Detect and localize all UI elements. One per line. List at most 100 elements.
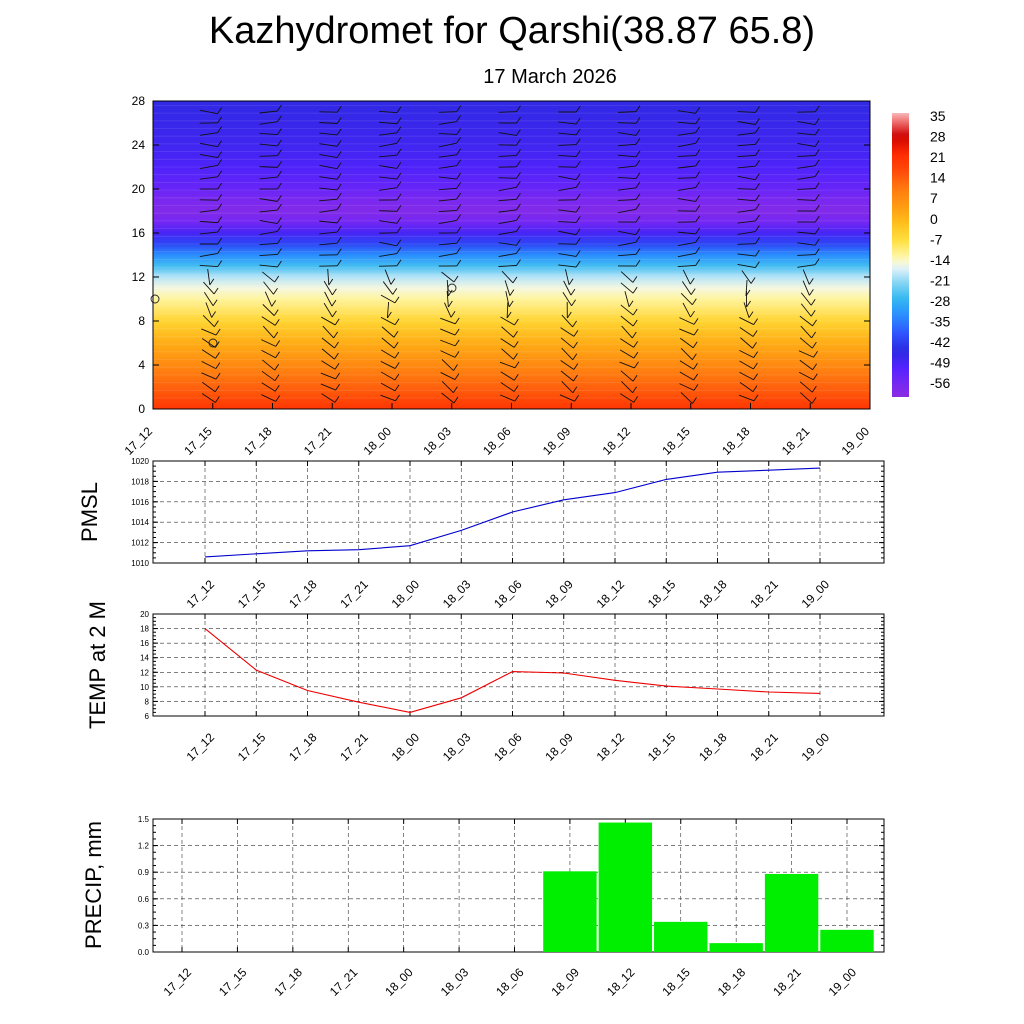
wind-barb	[620, 271, 634, 283]
wind-barb	[619, 349, 635, 359]
wind-barb	[379, 132, 397, 136]
wind-barb-flag	[575, 228, 581, 236]
wind-barb	[199, 142, 218, 148]
wind-barb-flag	[514, 361, 520, 369]
x-tick-label: 17_12	[122, 424, 156, 458]
wind-barb-flag	[454, 339, 460, 347]
wind-barb	[620, 282, 634, 294]
wind-barb-flag	[275, 351, 280, 359]
y-tick-label: 10	[140, 683, 149, 692]
wind-barb	[201, 393, 216, 403]
wind-barb-flag	[336, 183, 342, 191]
wind-barb-flag	[631, 331, 637, 339]
colorbar-label: -7	[930, 231, 943, 247]
wind-barb	[319, 242, 338, 246]
wind-barb-flag	[695, 107, 701, 114]
wind-barb	[379, 241, 397, 247]
wind-barb-flag	[393, 331, 399, 338]
wind-barb-flag	[695, 126, 701, 133]
wind-barb	[498, 242, 517, 246]
y-tick-label: 0.0	[138, 948, 150, 957]
y-tick-label: 18	[140, 625, 149, 634]
wind-barb-flag	[454, 317, 460, 325]
precip-bar	[598, 822, 653, 952]
wind-barb-flag	[573, 330, 579, 337]
wind-barb-flag	[753, 318, 759, 325]
wind-barb-flag	[516, 105, 521, 112]
wind-barb-flag	[753, 394, 759, 402]
wind-barb-flag	[575, 105, 581, 113]
wind-barb-flag	[575, 181, 581, 188]
wind-barb-flag	[394, 373, 400, 381]
wind-barb	[438, 242, 457, 246]
wind-barb	[319, 231, 338, 235]
wind-barb-flag	[575, 160, 581, 168]
wind-barb	[798, 371, 814, 381]
wind-barb-flag	[632, 374, 638, 382]
wind-barb-flag	[513, 341, 519, 348]
wind-barb	[498, 231, 517, 235]
x-tick-label: 18_00	[389, 730, 423, 764]
wind-barb-flag	[574, 394, 579, 402]
wind-barb	[501, 270, 514, 284]
colorbar: 35 28 21 14 7 0 -7 -14 -21 -28 -35 -42 -49 -56	[892, 108, 950, 397]
wind-barb	[617, 143, 637, 147]
x-tick-label: 18_09	[542, 730, 576, 764]
wind-barb	[558, 155, 577, 157]
wind-barb-flag	[509, 289, 515, 296]
wind-barb	[679, 317, 695, 325]
wind-barb	[800, 325, 812, 339]
calm-wind-marker	[208, 338, 218, 348]
wind-barb-flag	[214, 320, 219, 327]
wind-barb-flag	[516, 193, 521, 200]
wind-barb	[737, 165, 756, 169]
wind-barb	[380, 382, 396, 392]
wind-barb-flag	[746, 300, 751, 308]
wind-barb	[679, 371, 694, 381]
wind-barb	[379, 253, 397, 257]
y-tick-label: 1016	[131, 498, 149, 507]
wind-barb-flag	[396, 226, 402, 234]
wind-barb-flag	[575, 128, 581, 136]
wind-barb	[498, 265, 517, 267]
wind-barb-flag	[333, 331, 339, 339]
x-tick-label: 17_21	[301, 424, 335, 458]
wind-barb-flag	[393, 341, 399, 349]
wind-barb-flag	[396, 162, 402, 169]
wind-barb-flag	[810, 310, 816, 317]
wind-barb-flag	[396, 117, 402, 124]
wind-barb	[199, 153, 218, 159]
wind-barb	[560, 370, 574, 382]
wind-barb-flag	[695, 159, 701, 167]
wind-barb-flag	[695, 117, 701, 125]
colorbar-label: -14	[930, 252, 950, 268]
wind-barb-flag	[516, 225, 521, 232]
wind-barb	[563, 280, 572, 296]
wind-barb	[321, 360, 336, 370]
wind-barb	[797, 176, 816, 180]
wind-barb-flag	[814, 182, 820, 189]
wind-barb-flag	[277, 248, 282, 255]
wind-barb	[799, 315, 813, 327]
x-tick-label: 18_03	[420, 424, 454, 458]
x-tick-label: 18_00	[361, 424, 395, 458]
wind-barb-flag	[575, 205, 581, 213]
wind-barb-flag	[332, 288, 337, 296]
wind-barb	[201, 328, 217, 336]
colorbar-label: 14	[930, 170, 946, 186]
wind-barb-flag	[217, 247, 222, 254]
y-tick-label: 0	[138, 402, 145, 416]
wind-barb-flag	[633, 351, 639, 359]
wind-barb	[739, 327, 754, 337]
wind-barb-flag	[275, 340, 281, 347]
colorbar-label: -21	[930, 272, 950, 288]
wind-barb-flag	[695, 227, 701, 235]
wind-barb	[321, 316, 336, 326]
wind-barb	[440, 350, 456, 358]
wind-barb-flag	[573, 374, 578, 382]
wind-barb	[498, 209, 517, 213]
wind-barb	[379, 220, 397, 224]
wind-barb	[321, 393, 336, 403]
wind-barb-flag	[394, 384, 400, 392]
